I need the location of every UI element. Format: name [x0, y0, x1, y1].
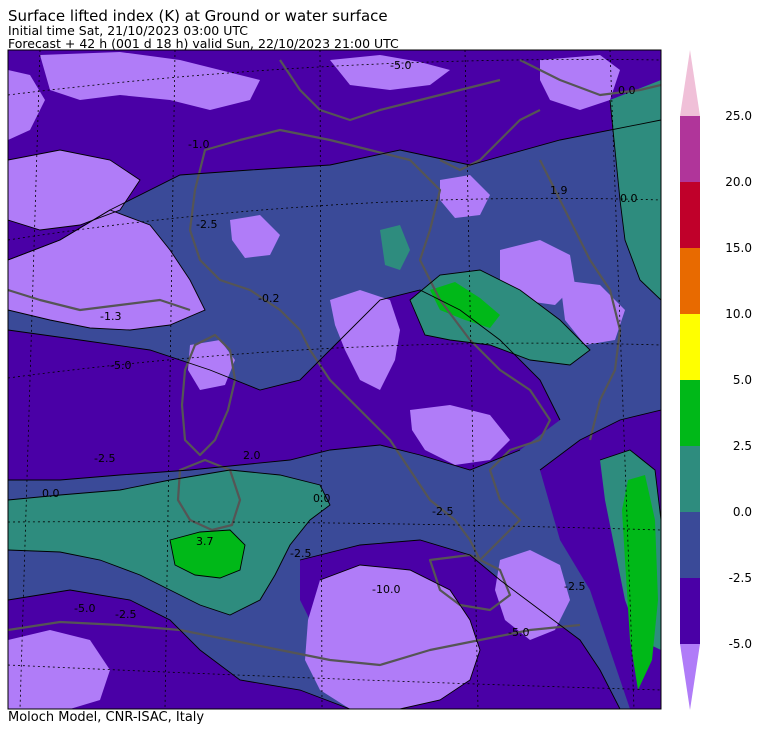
model-credit: Moloch Model, CNR-ISAC, Italy [8, 710, 205, 725]
initial-time: Initial time Sat, 21/10/2023 03:00 UTC [8, 23, 249, 38]
colorbar-label: -5.0 [728, 637, 752, 651]
colorbar-bin [680, 314, 700, 380]
contour-label: -2.5 [115, 608, 136, 621]
contour-label: 0.0 [620, 192, 638, 205]
contour-label: -2.5 [564, 580, 585, 593]
contour-label: 2.0 [243, 449, 261, 462]
contour-label: 3.7 [196, 535, 214, 548]
field-region [8, 630, 110, 709]
field-region [8, 70, 45, 140]
colorbar-extend-top [680, 50, 700, 116]
colorbar-label: -2.5 [728, 571, 752, 585]
colorbar-label: 25.0 [725, 109, 752, 123]
colorbar-bin [680, 182, 700, 248]
field-region [540, 55, 620, 110]
colorbar-bin [680, 380, 700, 446]
colorbar-label: 2.5 [732, 439, 752, 453]
colorbar-extend-bottom [680, 644, 700, 710]
contour-label: -2.5 [290, 547, 311, 560]
colorbar-label: 20.0 [725, 175, 752, 189]
field-region [430, 282, 500, 328]
coastlines [8, 59, 661, 667]
field-region [188, 340, 235, 390]
contour-label: -2.5 [94, 452, 115, 465]
map-title: Surface lifted index (K) at Ground or wa… [8, 7, 388, 25]
field-region [410, 405, 510, 465]
field-region [330, 290, 400, 390]
field-region [40, 52, 260, 110]
colorbar-bin [680, 446, 700, 512]
field-region [330, 55, 450, 90]
contour-label: 0.0 [618, 84, 636, 97]
contour-label: -5.0 [110, 359, 131, 372]
contour-label: -5.0 [74, 602, 95, 615]
colorbar-bin [680, 248, 700, 314]
field-region [170, 530, 245, 578]
colorbar-label: 15.0 [725, 241, 752, 255]
colorbar-label: 0.0 [732, 505, 752, 519]
contour-label: -5.0 [508, 626, 529, 639]
colorbar-label: 10.0 [725, 307, 752, 321]
field-region [500, 240, 575, 305]
contour-lines [8, 99, 661, 709]
contour-label: -10.0 [372, 583, 400, 596]
field-region [440, 175, 490, 218]
contour-label: -2.5 [196, 218, 217, 231]
colorbar-label: 5.0 [732, 373, 752, 387]
field-region [560, 280, 625, 345]
contour-label: -1.0 [188, 138, 209, 151]
contour-label: 0.0 [313, 492, 331, 505]
contour-label: 0.0 [42, 487, 60, 500]
contour-label: -2.5 [432, 505, 453, 518]
colorbar-bin [680, 116, 700, 182]
field-region [380, 225, 410, 270]
field-region [610, 80, 661, 300]
field-region [230, 215, 280, 258]
field-region [495, 550, 570, 640]
contour-label: -1.3 [100, 310, 121, 323]
field-region [8, 150, 140, 230]
map-frame [7, 49, 662, 710]
colorbar-bin [680, 578, 700, 644]
forecast-valid-time: Forecast + 42 h (001 d 18 h) valid Sun, … [8, 36, 399, 51]
contour-label: -0.2 [258, 292, 279, 305]
field-region [8, 470, 330, 615]
contour-label: 1.9 [550, 184, 568, 197]
contour-label: -5.0 [390, 59, 411, 72]
graticule [8, 50, 661, 709]
colorbar-bin [680, 512, 700, 578]
field-region [8, 50, 661, 260]
field-region [305, 565, 480, 709]
